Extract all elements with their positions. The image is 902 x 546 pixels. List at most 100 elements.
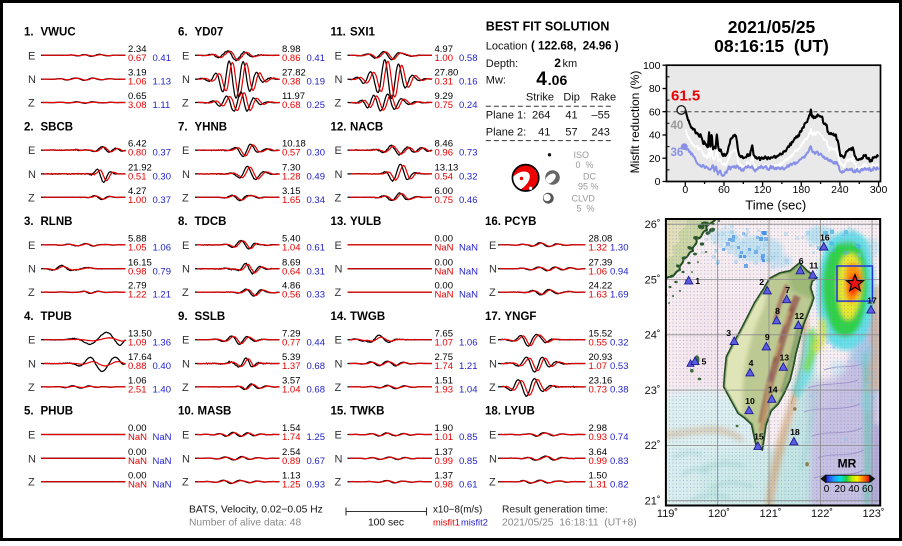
- svg-text:N: N: [28, 74, 36, 86]
- svg-text:12: 12: [794, 311, 804, 321]
- svg-text:0.24: 0.24: [459, 100, 478, 111]
- svg-text:5 %: 5 %: [577, 204, 595, 214]
- svg-text:8.: 8.: [178, 216, 188, 228]
- svg-text:0.41: 0.41: [153, 53, 172, 64]
- svg-text:15.: 15.: [331, 406, 347, 418]
- svg-text:0.34: 0.34: [307, 195, 326, 206]
- svg-text:NaN: NaN: [153, 432, 172, 443]
- svg-text:7.29: 7.29: [282, 328, 301, 339]
- svg-text:20: 20: [835, 484, 847, 495]
- svg-text:0: 0: [824, 484, 830, 495]
- svg-text:0.40: 0.40: [153, 361, 172, 372]
- svg-text:9.29: 9.29: [435, 91, 454, 102]
- svg-text:0.82: 0.82: [610, 479, 629, 490]
- svg-text:1.90: 1.90: [435, 423, 454, 434]
- svg-text:0.51: 0.51: [128, 172, 147, 183]
- svg-text:misfit2: misfit2: [461, 518, 488, 528]
- svg-text:5.: 5.: [24, 406, 34, 418]
- svg-text:0.32: 0.32: [610, 337, 629, 348]
- svg-text:E: E: [28, 50, 35, 62]
- svg-text:3.: 3.: [24, 216, 34, 228]
- svg-text:N: N: [182, 359, 190, 371]
- svg-text:E: E: [335, 240, 342, 252]
- svg-text:3.19: 3.19: [128, 68, 147, 79]
- svg-text:14.: 14.: [331, 311, 347, 323]
- svg-text:E: E: [489, 430, 496, 442]
- svg-text:1.28: 1.28: [282, 172, 301, 183]
- svg-text:E: E: [28, 145, 35, 157]
- svg-text:1.54: 1.54: [282, 423, 301, 434]
- svg-text:1.37: 1.37: [435, 470, 454, 481]
- svg-text:8.69: 8.69: [282, 257, 301, 268]
- svg-text:x10−8(m/s): x10−8(m/s): [433, 505, 482, 516]
- svg-text:1.00: 1.00: [128, 195, 147, 206]
- svg-text:243: 243: [592, 126, 610, 138]
- svg-text:Z: Z: [28, 98, 35, 110]
- svg-text:BEST FIT SOLUTION: BEST FIT SOLUTION: [486, 20, 610, 34]
- svg-text:E: E: [489, 335, 496, 347]
- svg-text:3: 3: [726, 328, 731, 338]
- svg-text:E: E: [182, 50, 189, 62]
- svg-text:5.40: 5.40: [282, 234, 301, 245]
- svg-text:1.06: 1.06: [459, 337, 478, 348]
- svg-text:80: 80: [649, 83, 661, 95]
- svg-text:264: 264: [532, 110, 550, 122]
- svg-text:1.93: 1.93: [435, 385, 454, 396]
- svg-text:TWKB: TWKB: [350, 406, 385, 418]
- svg-text:8: 8: [775, 306, 780, 316]
- svg-text:N: N: [182, 264, 190, 276]
- svg-text:57: 57: [565, 126, 577, 138]
- svg-text:24˚: 24˚: [645, 330, 661, 342]
- svg-text:15: 15: [754, 432, 764, 442]
- svg-text:0.00: 0.00: [128, 423, 147, 434]
- svg-text:0.74: 0.74: [610, 432, 629, 443]
- svg-text:N: N: [335, 359, 343, 371]
- svg-text:1.06: 1.06: [128, 77, 147, 88]
- svg-text:PHUB: PHUB: [41, 406, 74, 418]
- svg-text:SBCB: SBCB: [41, 121, 74, 133]
- svg-text:41: 41: [538, 126, 550, 138]
- svg-text:7.: 7.: [178, 121, 188, 133]
- svg-text:0.94: 0.94: [610, 266, 629, 277]
- svg-text:TWGB: TWGB: [350, 311, 385, 323]
- svg-text:123˚: 123˚: [862, 508, 884, 520]
- svg-text:11.: 11.: [331, 27, 346, 39]
- svg-text:2.54: 2.54: [282, 447, 301, 458]
- svg-text:1.21: 1.21: [153, 290, 172, 301]
- svg-text:0.30: 0.30: [153, 172, 172, 183]
- svg-text:2.79: 2.79: [128, 281, 147, 292]
- svg-text:1.11: 1.11: [153, 100, 171, 111]
- svg-text:Plane 2:: Plane 2:: [486, 126, 526, 138]
- svg-text:1: 1: [695, 276, 700, 286]
- svg-text:0.85: 0.85: [459, 432, 478, 443]
- svg-text:Result generation time:: Result generation time:: [502, 505, 608, 516]
- svg-text:1.06: 1.06: [589, 266, 608, 277]
- svg-text:NaN: NaN: [128, 432, 147, 443]
- svg-text:YHNB: YHNB: [195, 121, 228, 133]
- svg-text:2.34: 2.34: [128, 44, 147, 55]
- svg-text:0.33: 0.33: [307, 290, 326, 301]
- svg-text:NaN: NaN: [128, 456, 147, 467]
- svg-text:N: N: [335, 264, 343, 276]
- svg-text:1.31: 1.31: [589, 479, 608, 490]
- svg-text:Z: Z: [28, 382, 35, 394]
- svg-text:1.22: 1.22: [128, 290, 147, 301]
- svg-text:5: 5: [702, 357, 707, 367]
- svg-text:SSLB: SSLB: [195, 311, 226, 323]
- svg-text:28.08: 28.08: [589, 234, 613, 245]
- svg-text:Z: Z: [489, 477, 496, 489]
- svg-text:24.22: 24.22: [589, 281, 613, 292]
- svg-text:NaN: NaN: [435, 266, 454, 277]
- svg-text:E: E: [182, 430, 189, 442]
- svg-text:Z: Z: [335, 382, 342, 394]
- svg-text:1.00: 1.00: [435, 53, 454, 64]
- svg-text:0.65: 0.65: [128, 91, 147, 102]
- svg-text:1.36: 1.36: [153, 337, 172, 348]
- svg-text:Mw:: Mw:: [486, 75, 506, 87]
- svg-text:1.74: 1.74: [435, 361, 454, 372]
- svg-text:Location: Location: [486, 40, 528, 52]
- svg-text:08:16:15 (UT): 08:16:15 (UT): [714, 36, 829, 56]
- svg-text:1.40: 1.40: [153, 385, 172, 396]
- svg-text:1.37: 1.37: [435, 447, 454, 458]
- svg-text:0.93: 0.93: [589, 432, 608, 443]
